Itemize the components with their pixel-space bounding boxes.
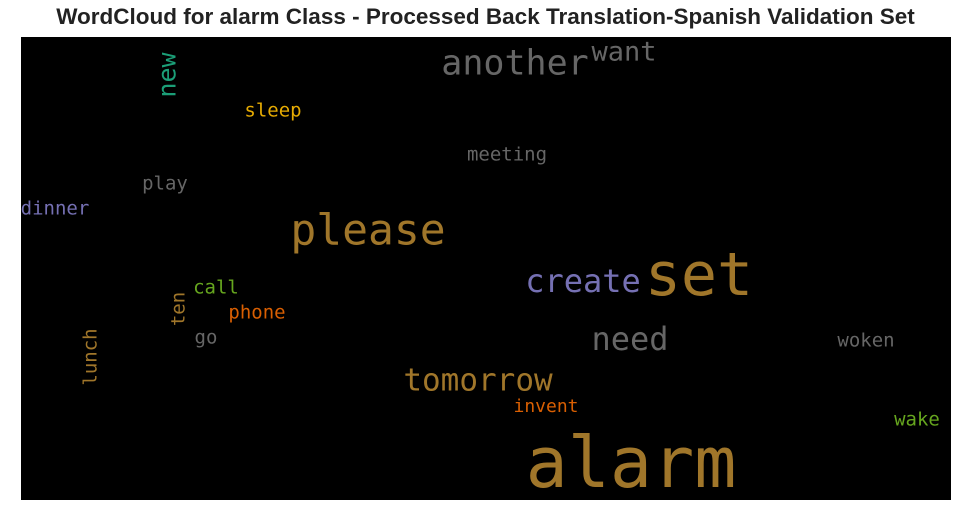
word-dinner: dinner bbox=[21, 197, 90, 220]
word-phone: phone bbox=[228, 301, 286, 324]
word-wake: wake bbox=[894, 408, 940, 431]
word-set: set bbox=[644, 240, 754, 310]
wordcloud-canvas: alarm set please another create need tomorrow w… bbox=[21, 37, 951, 500]
word-play: play bbox=[142, 172, 188, 195]
word-tomorrow: tomorrow bbox=[403, 362, 553, 399]
word-sleep: sleep bbox=[244, 99, 302, 122]
word-woken: woken bbox=[837, 329, 895, 352]
word-create: create bbox=[525, 262, 641, 300]
word-alarm: alarm bbox=[525, 422, 737, 500]
word-ten: ten bbox=[167, 291, 190, 327]
word-need: need bbox=[591, 320, 669, 358]
word-lunch: lunch bbox=[79, 328, 102, 386]
word-another: another bbox=[441, 43, 589, 84]
chart-title: WordCloud for alarm Class - Processed Ba… bbox=[56, 4, 915, 29]
word-go: go bbox=[194, 326, 218, 349]
word-call: call bbox=[193, 276, 239, 299]
word-want: want bbox=[591, 37, 657, 68]
word-new: new bbox=[152, 52, 182, 98]
word-meeting: meeting bbox=[466, 143, 548, 166]
word-invent: invent bbox=[513, 396, 579, 417]
word-please: please bbox=[290, 205, 446, 256]
